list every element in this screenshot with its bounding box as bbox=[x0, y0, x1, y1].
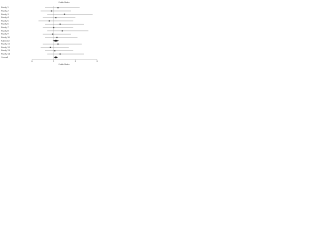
point-estimate bbox=[57, 7, 59, 9]
row-label: Subtotal bbox=[1, 39, 10, 42]
row-label: Study 13 bbox=[1, 49, 11, 52]
point-estimate bbox=[54, 50, 56, 52]
point-estimate bbox=[57, 43, 59, 45]
x-tick-label: 3 bbox=[96, 61, 98, 63]
x-tick-label: 0 bbox=[31, 61, 33, 63]
row-label: Study 10 bbox=[1, 36, 11, 39]
point-estimate bbox=[55, 16, 57, 19]
row-label: Study 8 bbox=[1, 29, 9, 32]
row-label: Overall bbox=[1, 56, 9, 59]
row-label: Study 3 bbox=[1, 13, 9, 16]
row-label: Study 6 bbox=[1, 23, 9, 26]
point-estimate bbox=[63, 13, 66, 15]
x-tick-label: 2 bbox=[75, 61, 77, 63]
point-estimate bbox=[56, 36, 58, 39]
summary-diamond bbox=[53, 56, 58, 59]
x-tick-label: 1 bbox=[53, 61, 55, 63]
point-estimate bbox=[61, 30, 63, 32]
x-axis-label: Odds Ratio bbox=[59, 63, 71, 66]
row-label: Study 11 bbox=[1, 43, 11, 46]
row-label: Study 14 bbox=[1, 53, 11, 56]
row-label: Study 9 bbox=[1, 33, 9, 36]
row-label: Study 5 bbox=[1, 19, 9, 22]
point-estimate bbox=[53, 26, 55, 29]
point-estimate bbox=[48, 20, 50, 22]
point-estimate bbox=[51, 33, 54, 35]
point-estimate bbox=[49, 46, 52, 49]
point-estimate bbox=[59, 23, 61, 25]
point-estimate bbox=[59, 53, 61, 55]
point-estimate bbox=[50, 10, 53, 12]
row-label: Study 2 bbox=[1, 9, 9, 12]
row-label: Study 1 bbox=[1, 6, 9, 9]
row-label: Study 12 bbox=[1, 46, 11, 49]
row-label: Study 7 bbox=[1, 26, 9, 29]
summary-diamond bbox=[52, 39, 60, 42]
chart-title: Odds Ratio bbox=[59, 1, 71, 4]
row-label: Study 4 bbox=[1, 16, 9, 19]
